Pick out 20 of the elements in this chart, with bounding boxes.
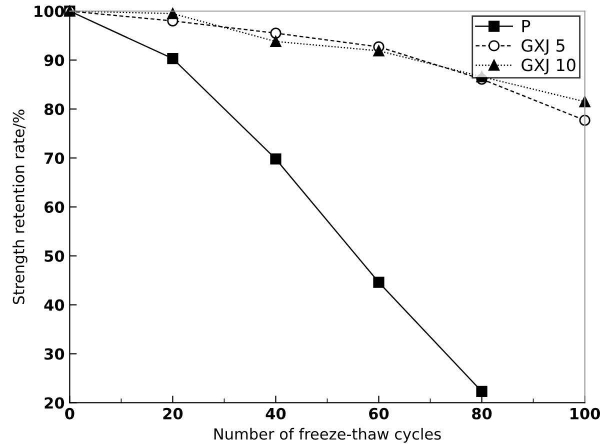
y-tick-label: 30 (44, 348, 64, 360)
x-tick-label: 60 (369, 408, 389, 420)
y-tick-label: 80 (44, 103, 64, 116)
x-tick-label: 20 (163, 408, 183, 420)
legend-label: P (522, 20, 530, 32)
x-axis-title: Number of freeze-thaw cycles (214, 428, 441, 443)
y-tick-label: 50 (44, 250, 64, 262)
x-tick-label: 80 (472, 408, 492, 420)
y-tick-label: 70 (44, 152, 64, 164)
y-tick-label: 20 (44, 397, 64, 409)
y-tick-label: 100 (34, 6, 64, 18)
y-tick-label: 90 (44, 54, 64, 66)
x-tick-label: 100 (570, 408, 600, 420)
y-tick-label: 40 (44, 299, 64, 311)
y-axis-title: Strength retention rate/% (12, 110, 28, 304)
legend-label: GXJ 10 (522, 58, 576, 74)
legend-label: GXJ 5 (522, 39, 564, 55)
x-tick-label: 0 (65, 408, 74, 420)
y-tick-label: 60 (44, 201, 64, 213)
x-tick-label: 40 (266, 408, 286, 420)
